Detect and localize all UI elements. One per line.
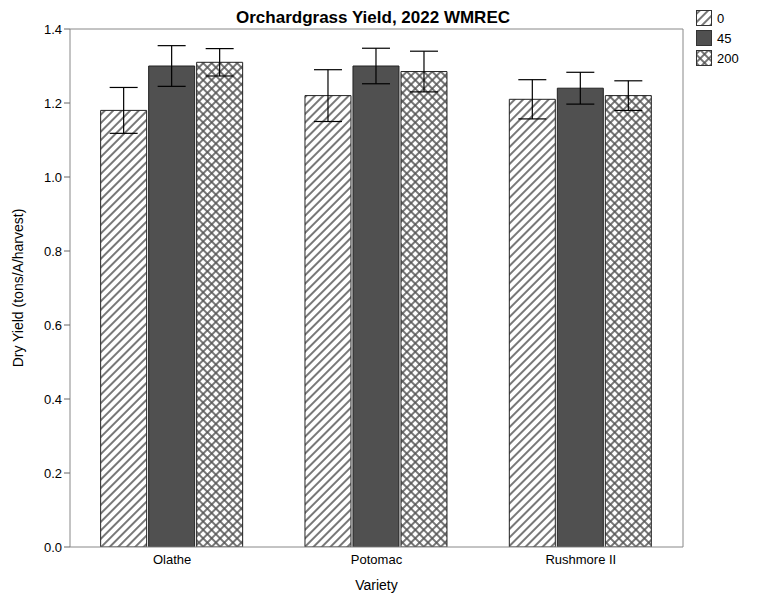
- html-text:Orchardgrass Yield, 2022 WMREC: Orchardgrass Yield, 2022 WMREC: [236, 8, 510, 27]
- html-text:0: 0: [717, 10, 725, 26]
- svg-text:Dry Yield (tons/A/harvest): Dry Yield (tons/A/harvest): [10, 209, 26, 368]
- svg-text:0.0: 0.0: [44, 540, 62, 555]
- html-text:45: 45: [717, 30, 732, 46]
- svg-text:Olathe: Olathe: [153, 552, 191, 567]
- svg-text:0.4: 0.4: [44, 392, 62, 407]
- svg-text:0.6: 0.6: [44, 318, 62, 333]
- svg-text:0.8: 0.8: [44, 244, 62, 259]
- svg-text:1.2: 1.2: [44, 96, 62, 111]
- svg-text:1.0: 1.0: [44, 170, 62, 185]
- svg-text:0.2: 0.2: [44, 466, 62, 481]
- svg-text:1.4: 1.4: [44, 22, 62, 37]
- svg-text:Potomac: Potomac: [351, 552, 403, 567]
- svg-text:Variety: Variety: [355, 577, 398, 593]
- svg-text:Rushmore II: Rushmore II: [545, 552, 616, 567]
- html-text:200: 200: [717, 50, 739, 66]
